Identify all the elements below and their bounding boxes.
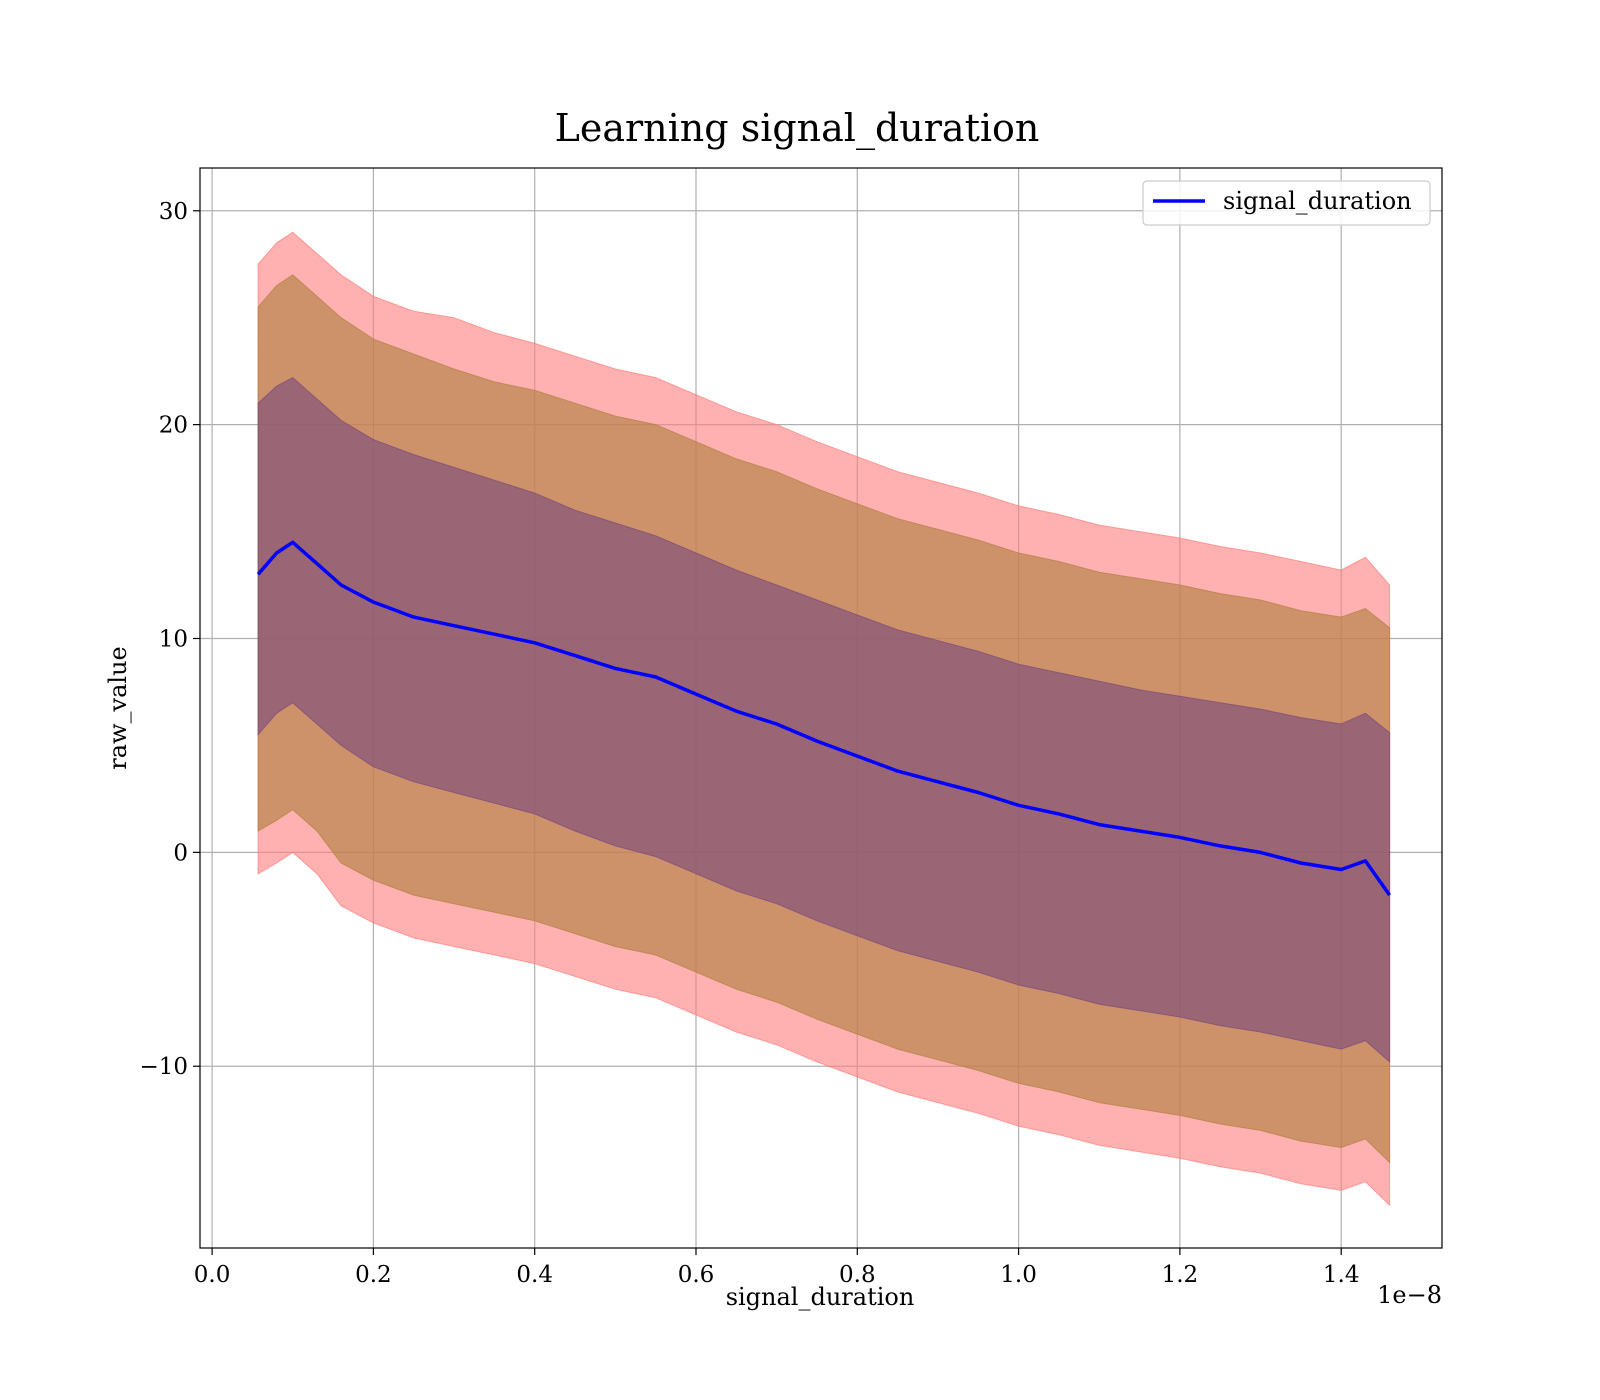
plot-frame <box>199 167 1443 1249</box>
series-line-signal_duration <box>256 540 1392 897</box>
x-tick-label: 0.4 <box>516 1262 553 1288</box>
y-axis-label: raw_value <box>104 646 132 770</box>
y-tick-label: −10 <box>139 1054 188 1080</box>
y-tick-label: 0 <box>173 840 188 866</box>
x-tick-label: 1.4 <box>1323 1262 1360 1288</box>
y-tick-label: 30 <box>159 199 188 225</box>
legend-box <box>1142 180 1431 226</box>
x-tick-label: 1.0 <box>1000 1262 1037 1288</box>
x-axis-label: signal_duration <box>726 1283 915 1311</box>
y-tick-label: 20 <box>159 413 188 439</box>
legend-label: signal_duration <box>1223 187 1412 215</box>
x-tick-label: 1.2 <box>1162 1262 1199 1288</box>
x-tick-label: 0.8 <box>839 1262 876 1288</box>
y-tick-label: 10 <box>159 626 188 652</box>
confidence-bands <box>257 231 1391 1207</box>
band-inner <box>257 376 1391 1064</box>
x-tick-label: 0.0 <box>194 1262 231 1288</box>
x-tick-label: 0.6 <box>678 1262 715 1288</box>
y-axis-ticks: −10 0 10 20 30 <box>139 199 200 1080</box>
chart-title: Learning signal_duration <box>555 106 1040 151</box>
x-axis-offset-label: 1e−8 <box>1377 1281 1442 1309</box>
series-lines <box>256 540 1392 897</box>
x-tick-label: 0.2 <box>355 1262 392 1288</box>
legend: signal_duration <box>1142 180 1431 226</box>
x-axis-ticks: 0.0 0.2 0.4 0.6 0.8 1.0 1.2 1.4 <box>194 1248 1360 1288</box>
